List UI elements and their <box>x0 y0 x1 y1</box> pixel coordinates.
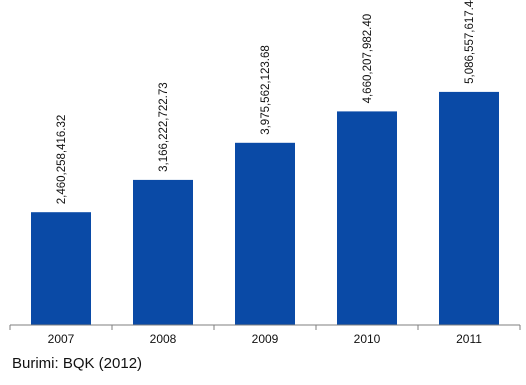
x-tick-label-2007: 2007 <box>48 332 75 346</box>
data-label-2010: 4,660,207,982.40 <box>362 14 374 104</box>
bar-2008 <box>133 179 193 325</box>
bar-2010 <box>337 111 397 326</box>
bar-2009 <box>235 142 295 325</box>
data-label-2008: 3,166,222,722.73 <box>158 82 170 172</box>
data-label-2007: 2,460,258,416.32 <box>56 115 68 205</box>
bar-2007 <box>31 212 91 325</box>
x-tick-label-2011: 2011 <box>456 332 482 346</box>
data-label-2009: 3,975,562,123.68 <box>260 45 272 135</box>
x-tick-label-2008: 2008 <box>150 332 177 346</box>
x-tick-label-2010: 2010 <box>354 332 381 346</box>
bar-2011 <box>439 91 499 326</box>
x-tick-label-2009: 2009 <box>252 332 279 346</box>
data-label-2011: 5,086,557,617.44 <box>464 0 476 84</box>
source-note: Burimi: BQK (2012) <box>12 355 143 372</box>
